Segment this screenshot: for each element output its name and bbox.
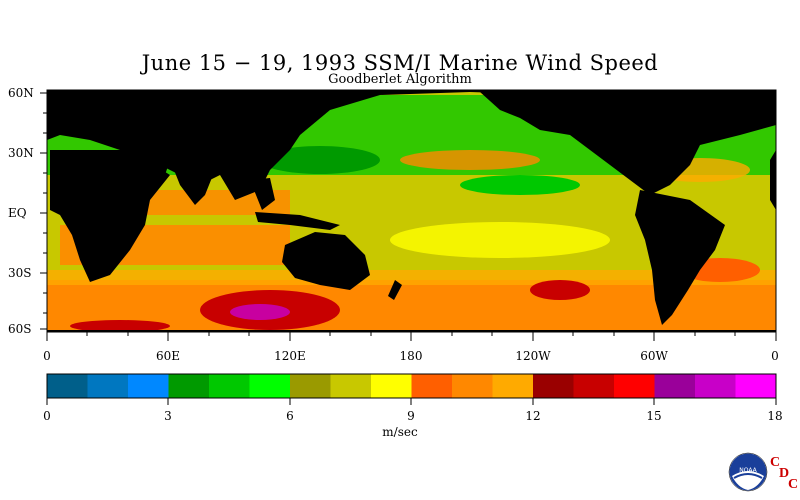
lon-label: 0: [43, 349, 51, 363]
trade-wind-zone: [400, 150, 540, 170]
land-europe-north: [47, 90, 180, 118]
land-arabia: [135, 155, 170, 180]
lat-ticks: [40, 92, 47, 330]
colorbar-swatch: [87, 374, 129, 398]
lon-label: 120W: [515, 349, 551, 363]
map-subtitle: Goodberlet Algorithm: [328, 72, 472, 87]
lat-label: 30S: [8, 266, 32, 280]
land-north-america: [480, 92, 776, 195]
lon-ticks: [46, 332, 777, 341]
colorbar-units: m/sec: [382, 425, 418, 439]
land-se-asia: [250, 178, 275, 210]
colorbar-swatch: [371, 374, 412, 398]
colorbar-swatch: [168, 374, 210, 398]
land-south-america: [635, 190, 725, 325]
colorbar-swatch: [573, 374, 615, 398]
lon-label: 180: [399, 349, 423, 363]
land-africa: [50, 150, 170, 282]
colorbar-swatch: [735, 374, 777, 398]
colorbar-tick-label: 6: [286, 409, 294, 423]
cdc-letter: C: [770, 455, 781, 470]
colorbar-tick-label: 15: [646, 409, 662, 423]
lon-label: 60W: [640, 349, 668, 363]
colorbar-swatch: [209, 374, 250, 398]
ocean-band-south: [47, 270, 776, 285]
land-africa-east: [770, 150, 776, 210]
lat-label: EQ: [8, 206, 27, 220]
colorbar-swatch: [614, 374, 655, 398]
land-masses: [47, 90, 776, 332]
land-new-zealand: [388, 280, 402, 300]
colorbar-tick-label: 18: [767, 409, 783, 423]
storm-region: [70, 320, 170, 332]
colorbar-tick-label: 3: [164, 409, 172, 423]
colorbar-tick-label: 12: [525, 409, 541, 423]
lon-label: 120E: [274, 349, 306, 363]
noaa-logo: NOAA: [728, 452, 768, 492]
colorbar-swatch: [411, 374, 453, 398]
land-indonesia: [255, 212, 340, 230]
colorbar-swatch: [128, 374, 169, 398]
colorbar-swatch: [290, 374, 331, 398]
colorbar-tick-label: 0: [43, 409, 51, 423]
land-eurasia: [47, 90, 776, 200]
cdc-letter: C: [788, 477, 799, 492]
logo-text: NOAA: [739, 467, 757, 474]
colorbar-swatch: [654, 374, 696, 398]
colorbar-swatch: [330, 374, 372, 398]
colorbar-swatch: [533, 374, 574, 398]
colorbar-ticks: [46, 398, 777, 405]
land-australia: [282, 232, 370, 290]
lat-label: 60N: [8, 86, 34, 100]
land-india: [170, 160, 215, 205]
storm-region: [530, 280, 590, 300]
cdc-letter: D: [779, 466, 790, 481]
lon-label: 0: [771, 349, 779, 363]
colorbar: [47, 374, 777, 398]
colorbar-swatch: [695, 374, 736, 398]
colorbar-swatch: [249, 374, 291, 398]
map-title: June 15 − 19, 1993 SSM/I Marine Wind Spe…: [141, 51, 659, 75]
calm-region: [260, 146, 380, 174]
colorbar-swatch: [47, 374, 88, 398]
land-greenland: [690, 92, 760, 118]
lon-label: 60E: [155, 349, 181, 363]
colorbar-swatch: [452, 374, 493, 398]
trade-wind-zone: [390, 222, 610, 258]
calm-region: [460, 175, 580, 195]
lat-label: 60S: [8, 322, 32, 336]
colorbar-swatch: [492, 374, 534, 398]
storm-region: [230, 304, 290, 320]
lat-label: 30N: [8, 146, 34, 160]
colorbar-tick-label: 9: [407, 409, 415, 423]
